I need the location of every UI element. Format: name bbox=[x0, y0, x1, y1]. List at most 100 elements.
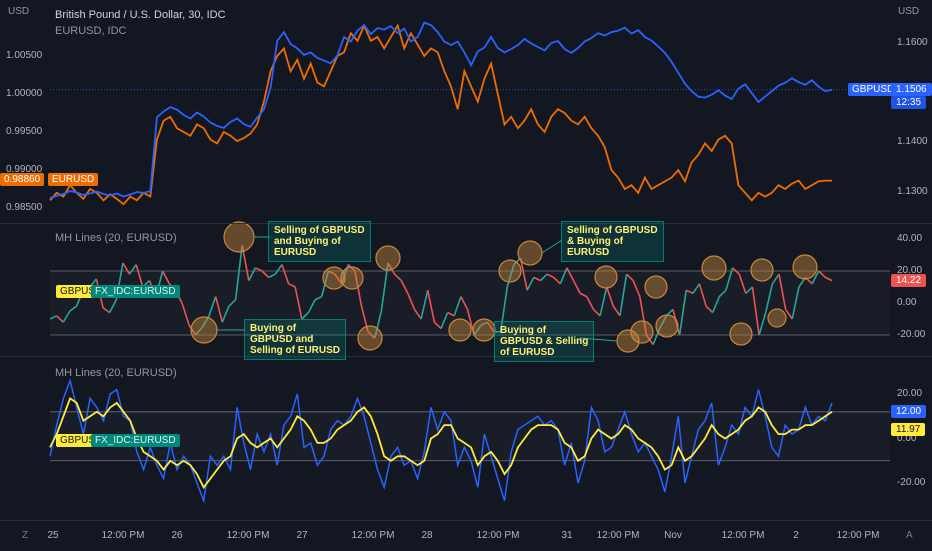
signal-circle bbox=[223, 221, 255, 253]
osc1-segment bbox=[506, 264, 515, 288]
osc1-segment bbox=[161, 270, 170, 285]
left-axis-tick: 0.98500 bbox=[6, 202, 43, 213]
left-axis-tick: 0.99500 bbox=[6, 126, 43, 137]
gbpusd-time-badge: 12:35 bbox=[891, 96, 927, 109]
osc1-segment bbox=[301, 312, 310, 320]
osc1-segment bbox=[433, 321, 442, 330]
osc2-axis-tick: -20.00 bbox=[897, 477, 926, 488]
osc1-segment bbox=[281, 264, 290, 285]
gbpusd-price-badge: 1.1506 bbox=[891, 83, 932, 96]
osc1-value-badge: 14.22 bbox=[891, 274, 927, 287]
time-axis[interactable] bbox=[0, 520, 932, 551]
signal-circle bbox=[357, 325, 383, 351]
osc2-title[interactable]: MH Lines (20, EURUSD) bbox=[55, 367, 177, 379]
left-axis-unit: USD bbox=[8, 6, 30, 17]
signal-circle bbox=[701, 255, 727, 281]
osc1-segment bbox=[678, 290, 687, 336]
annotation-line: EURUSD bbox=[567, 247, 610, 258]
time-axis-tick: 25 bbox=[47, 530, 59, 541]
signal-circles bbox=[190, 221, 818, 353]
osc1-segment bbox=[255, 267, 263, 272]
osc1-segment bbox=[387, 262, 396, 275]
osc1-axis-tick: 40.00 bbox=[897, 233, 923, 244]
osc1-segment bbox=[632, 280, 641, 297]
annotation-buy-gbp-sell-eur-2: Buying of GBPUSD & Selling of EURUSD bbox=[494, 321, 595, 362]
time-axis-tick: 12:00 PM bbox=[101, 530, 145, 541]
osc1-segment bbox=[586, 296, 595, 310]
annotation-line: GBPUSD & Selling bbox=[500, 336, 589, 347]
signal-circle bbox=[190, 316, 218, 344]
osc1-segment bbox=[307, 299, 316, 313]
osc1-segment bbox=[122, 262, 131, 275]
time-axis-tick: Nov bbox=[664, 530, 682, 541]
osc1-segment bbox=[605, 286, 615, 307]
osc1-segment bbox=[394, 273, 402, 282]
signal-circle bbox=[448, 318, 472, 342]
osc1-segment bbox=[69, 305, 77, 312]
osc1-segment bbox=[102, 307, 111, 314]
main-price-pane bbox=[49, 21, 890, 206]
auto-scale-icon[interactable]: A bbox=[906, 530, 913, 541]
eurusd-price-badge: 0.98860 bbox=[0, 173, 45, 186]
osc2-value-yellow: 11.97 bbox=[891, 423, 926, 436]
left-axis-tick: 0.99000 bbox=[6, 164, 43, 175]
osc1-segment bbox=[314, 295, 323, 301]
signal-circle bbox=[729, 322, 753, 346]
signal-circle bbox=[340, 266, 364, 290]
osc1-segment bbox=[519, 258, 528, 291]
osc1-segment bbox=[473, 324, 482, 336]
osc1-segment bbox=[413, 308, 422, 320]
time-axis-tick: 28 bbox=[421, 530, 433, 541]
annotation-buy-gbp-sell-eur-1: Buying of GBPUSD and Selling of EURUSD bbox=[244, 319, 347, 360]
osc1-segment bbox=[261, 270, 270, 278]
signal-circle bbox=[792, 254, 818, 280]
osc1-segment bbox=[698, 283, 707, 307]
zoom-icon[interactable]: Z bbox=[22, 530, 29, 541]
osc1-title[interactable]: MH Lines (20, EURUSD) bbox=[55, 232, 177, 244]
osc1-segment bbox=[738, 273, 747, 294]
osc1-axis-tick: -20.00 bbox=[897, 329, 926, 340]
annotation-line: and Buying of bbox=[274, 236, 341, 247]
osc1-segment bbox=[751, 286, 760, 336]
osc1-segment bbox=[373, 310, 383, 339]
osc1-segment bbox=[248, 267, 257, 281]
osc1-segment bbox=[818, 270, 826, 278]
right-axis-tick: 1.1400 bbox=[897, 136, 928, 148]
right-axis-tick: 1.1600 bbox=[897, 37, 928, 48]
osc1-segment bbox=[592, 308, 601, 317]
gbpusd-name-badge: GBPUSD bbox=[848, 83, 899, 96]
time-axis-tick: 12:00 PM bbox=[351, 530, 395, 541]
osc1-segment bbox=[367, 331, 376, 339]
pane-separator bbox=[0, 356, 932, 357]
osc1-segment bbox=[447, 311, 455, 317]
osc1-segment bbox=[208, 296, 217, 317]
eurusd-name-badge: EURUSD bbox=[48, 173, 99, 186]
osc1-segment bbox=[420, 290, 429, 320]
osc1-segment bbox=[725, 267, 734, 291]
osc1-segment bbox=[426, 290, 436, 323]
osc1-segment bbox=[228, 299, 237, 307]
chart-title[interactable]: British Pound / U.S. Dollar, 30, IDC bbox=[55, 9, 226, 21]
annotation-line: EURUSD bbox=[274, 247, 317, 258]
annotation-sell-gbp-buy-eur-1: Selling of GBPUSD and Buying of EURUSD bbox=[268, 221, 371, 262]
osc2-axis-tick: 0.00 bbox=[897, 432, 917, 444]
osc1-segment bbox=[195, 326, 204, 336]
osc1-segment bbox=[135, 264, 144, 288]
osc1-segment bbox=[764, 283, 774, 313]
osc1-segment bbox=[685, 289, 694, 295]
osc1-segment bbox=[711, 296, 721, 313]
osc1-segment bbox=[499, 286, 509, 332]
signal-circle bbox=[750, 258, 774, 282]
osc1-segment bbox=[380, 262, 389, 312]
osc1-segment bbox=[128, 264, 137, 275]
secondary-symbol[interactable]: EURUSD, IDC bbox=[55, 25, 127, 37]
time-axis-tick: 12:00 PM bbox=[596, 530, 640, 541]
right-axis-unit: USD bbox=[898, 6, 920, 17]
signal-circle bbox=[517, 240, 543, 266]
osc1-segment bbox=[214, 296, 224, 323]
annotation-line: & Buying of bbox=[567, 236, 624, 247]
annotation-connector bbox=[541, 239, 563, 254]
time-axis-tick: 26 bbox=[171, 530, 183, 541]
osc1-segment bbox=[546, 273, 555, 279]
right-axis-tick: 1.1300 bbox=[897, 186, 928, 197]
